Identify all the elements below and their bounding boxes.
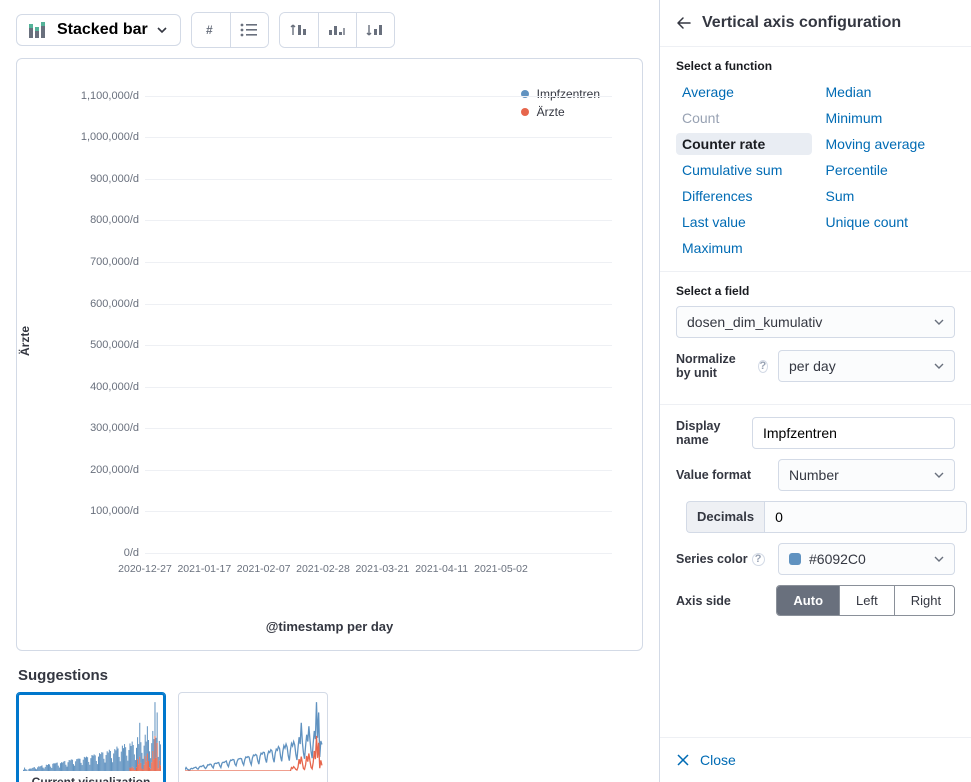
close-icon [676, 753, 690, 767]
y-tick-label: 1,100,000/d [81, 90, 139, 102]
svg-text:#: # [206, 23, 213, 37]
chart-type-label: Stacked bar [57, 21, 148, 39]
function-option[interactable]: Median [820, 81, 956, 103]
legend-swatch [521, 108, 529, 116]
function-option[interactable]: Counter rate [676, 133, 812, 155]
chevron-down-icon [156, 24, 168, 36]
suggestion-current[interactable]: Current visualization [16, 692, 166, 782]
display-name-input[interactable] [752, 417, 955, 449]
function-option[interactable]: Last value [676, 211, 812, 233]
decimals-label: Decimals [686, 501, 764, 533]
chart-type-dropdown[interactable]: Stacked bar [16, 14, 181, 46]
color-swatch [789, 553, 801, 565]
y-tick-label: 0/d [124, 547, 139, 559]
y-tick-label: 200,000/d [90, 464, 139, 476]
y-tick-label: 600,000/d [90, 298, 139, 310]
display-name-label: Display name [676, 419, 742, 447]
function-option[interactable]: Sum [820, 185, 956, 207]
chart-legend: Impfzentren Ärzte [521, 87, 600, 123]
x-tick-label: 2021-04-11 [415, 563, 468, 575]
number-format-button[interactable]: # [192, 13, 230, 47]
sort-desc-button[interactable] [356, 13, 394, 47]
series-color-label: Series color ? [676, 552, 768, 566]
x-tick-label: 2021-02-28 [296, 563, 350, 575]
x-axis-title: @timestamp per day [27, 619, 632, 634]
suggestion-label: Current visualization [23, 775, 159, 782]
x-tick-label: 2021-01-17 [177, 563, 231, 575]
back-button[interactable] [676, 15, 692, 31]
axis-side-option[interactable]: Right [894, 586, 955, 615]
function-option[interactable]: Average [676, 81, 812, 103]
chevron-down-icon [934, 317, 944, 327]
function-option[interactable]: Maximum [676, 237, 812, 259]
axis-side-option[interactable]: Left [839, 586, 894, 615]
help-icon[interactable]: ? [758, 360, 768, 373]
axis-side-label: Axis side [676, 594, 766, 608]
field-select-value: dosen_dim_kumulativ [687, 314, 822, 330]
chevron-down-icon [934, 554, 944, 564]
function-option[interactable]: Unique count [820, 211, 956, 233]
legend-label: Impfzentren [537, 87, 600, 101]
x-tick-label: 2021-05-02 [474, 563, 528, 575]
chevron-down-icon [934, 470, 944, 480]
list-format-button[interactable] [230, 13, 268, 47]
close-button[interactable]: Close [660, 737, 971, 782]
select-field-label: Select a field [676, 284, 955, 298]
normalize-label: Normalize by unit ? [676, 352, 768, 380]
decimals-input[interactable] [764, 501, 967, 533]
sidebar-title: Vertical axis configuration [702, 14, 901, 32]
y-tick-label: 1,000,000/d [81, 131, 139, 143]
legend-swatch [521, 90, 529, 98]
value-format-select[interactable]: Number [778, 459, 955, 491]
x-tick-label: 2021-03-21 [355, 563, 409, 575]
axis-side-option[interactable]: Auto [777, 586, 839, 615]
select-function-label: Select a function [676, 59, 955, 73]
function-option[interactable]: Differences [676, 185, 812, 207]
y-tick-label: 500,000/d [90, 339, 139, 351]
function-option[interactable]: Percentile [820, 159, 956, 181]
value-format-value: Number [789, 467, 839, 483]
sort-none-button[interactable] [318, 13, 356, 47]
y-tick-label: 900,000/d [90, 173, 139, 185]
chevron-down-icon [934, 361, 944, 371]
normalize-value: per day [789, 358, 836, 374]
y-tick-label: 400,000/d [90, 381, 139, 393]
y-tick-label: 300,000/d [90, 422, 139, 434]
y-tick-label: 800,000/d [90, 214, 139, 226]
help-icon[interactable]: ? [752, 553, 765, 566]
suggestion-line[interactable] [178, 692, 328, 782]
stacked-bar-icon [29, 22, 49, 38]
legend-item[interactable]: Ärzte [521, 105, 600, 119]
y-tick-label: 700,000/d [90, 256, 139, 268]
y-tick-label: 100,000/d [90, 505, 139, 517]
series-color-value: #6092C0 [809, 551, 866, 567]
field-select[interactable]: dosen_dim_kumulativ [676, 306, 955, 338]
function-option[interactable]: Moving average [820, 133, 956, 155]
config-sidebar: Vertical axis configuration Select a fun… [659, 0, 971, 782]
series-color-select[interactable]: #6092C0 [778, 543, 955, 575]
chart-panel: Ärzte 0/d 100,000/d 200,000/d 300,000/d 400,… [16, 58, 643, 651]
suggestions-heading: Suggestions [18, 667, 643, 684]
value-format-label: Value format [676, 468, 768, 482]
x-tick-label: 2020-12-27 [118, 563, 172, 575]
function-option[interactable]: Minimum [820, 107, 956, 129]
legend-item[interactable]: Impfzentren [521, 87, 600, 101]
x-tick-label: 2021-02-07 [237, 563, 291, 575]
legend-label: Ärzte [537, 105, 565, 119]
function-option: Count [676, 107, 812, 129]
normalize-select[interactable]: per day [778, 350, 955, 382]
sort-asc-button[interactable] [280, 13, 318, 47]
close-label: Close [700, 752, 736, 768]
function-option[interactable]: Cumulative sum [676, 159, 812, 181]
